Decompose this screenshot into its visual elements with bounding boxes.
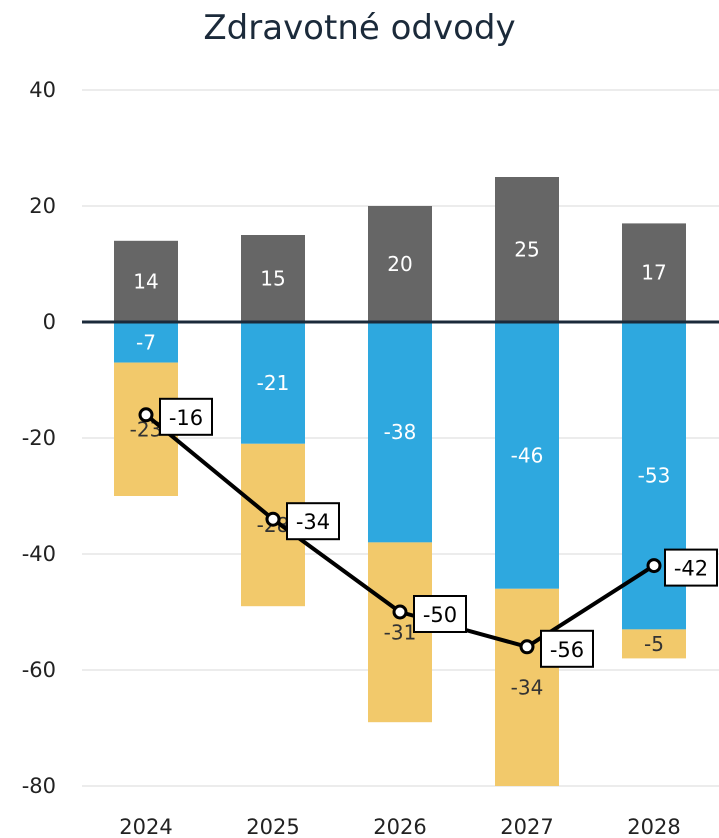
bar-segment <box>622 629 686 659</box>
bar-value-label: -38 <box>384 420 417 444</box>
line-label-box <box>664 548 718 587</box>
line-marker <box>138 407 154 423</box>
line-marker <box>519 639 535 655</box>
line-label-box <box>413 595 467 633</box>
bar-value-label: -7 <box>136 330 156 354</box>
line-value-label: -42 <box>674 557 708 581</box>
x-tick-label: 2028 <box>627 815 680 838</box>
x-tick-label: 2027 <box>500 815 553 838</box>
line-value-label: -50 <box>423 603 457 627</box>
x-tick-label: 2024 <box>119 815 172 838</box>
bar-value-label: -46 <box>511 443 544 467</box>
bar-value-label: -31 <box>384 620 417 644</box>
bar-value-label: 25 <box>514 238 539 262</box>
y-tick-label: -80 <box>22 774 56 798</box>
line-marker <box>265 511 281 527</box>
bar-value-label: 15 <box>260 267 285 291</box>
line-label-box <box>286 502 340 541</box>
line-value-label: -16 <box>169 406 203 430</box>
bar-segment <box>241 322 305 444</box>
bar-value-label: -21 <box>257 371 290 395</box>
y-tick-label: -40 <box>22 542 56 566</box>
bar-segment <box>114 322 178 363</box>
bar-segment <box>114 240 178 322</box>
line-marker <box>392 604 408 620</box>
line-label-box <box>159 397 213 436</box>
bar-segment <box>368 206 432 322</box>
x-tick-label: 2025 <box>246 815 299 838</box>
line-label-box <box>540 629 594 668</box>
y-tick-label: 20 <box>29 194 56 218</box>
bar-segment <box>368 322 432 543</box>
y-tick-label: 0 <box>43 310 56 334</box>
line-value-label: -56 <box>550 638 584 662</box>
bar-segment <box>495 322 559 589</box>
bar-segment <box>495 177 559 322</box>
line-marker <box>646 558 662 574</box>
bar-value-label: 14 <box>133 269 158 293</box>
bar-value-label: 17 <box>641 261 666 285</box>
bar-segment <box>495 588 559 786</box>
bar-value-label: -53 <box>638 464 671 488</box>
x-tick-label: 2026 <box>373 815 426 838</box>
line-value-label: -34 <box>296 510 330 534</box>
bar-value-label: -34 <box>511 675 544 699</box>
bar-value-label: -5 <box>644 632 664 656</box>
bar-value-label: 20 <box>387 252 412 276</box>
bar-segment <box>622 223 686 322</box>
y-tick-label: 40 <box>29 78 56 102</box>
y-tick-label: -20 <box>22 426 56 450</box>
bar-segment <box>241 235 305 322</box>
y-tick-label: -60 <box>22 658 56 682</box>
chart-title: Zdravotné odvody <box>203 8 516 48</box>
